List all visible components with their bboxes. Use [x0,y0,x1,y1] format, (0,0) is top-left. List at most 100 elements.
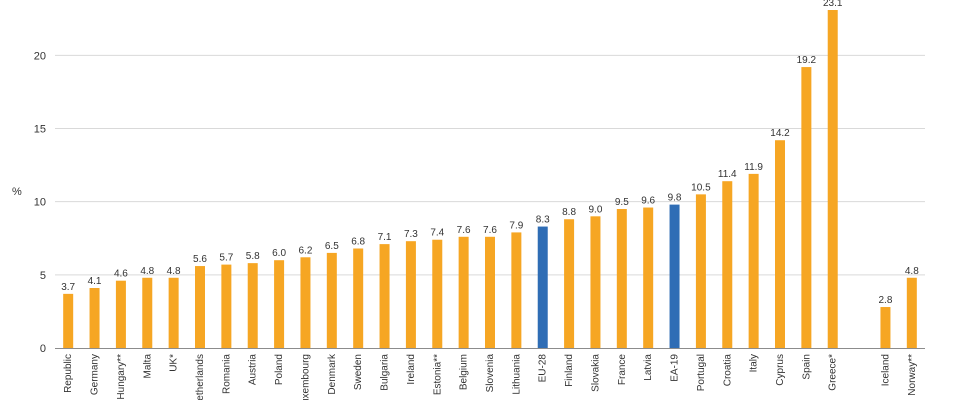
category-label: Norway** [907,354,918,396]
bar [458,236,469,348]
data-label: 3.7 [61,282,75,293]
category-label: UK* [169,354,180,372]
data-label: 9.5 [615,197,629,208]
category-label: Netherlands [195,354,206,400]
data-label: 7.6 [483,225,497,236]
category-labels: Republic Germany Hungary** Malta UK* Netherla… [63,353,918,400]
bar [300,257,311,348]
data-label: 9.8 [668,193,682,204]
y-tick-label: 20 [34,50,46,62]
category-label: Ireland [406,354,417,385]
y-axis-label: % [12,186,22,198]
category-label: Iceland [880,354,891,386]
category-label: Greece* [828,354,839,391]
data-label: 7.9 [509,220,523,231]
y-axis-ticks: 0 5 10 15 20 [34,50,46,355]
bar [168,277,179,348]
bar [63,293,74,348]
bar [775,140,785,348]
bar [142,277,153,348]
category-label: Luxembourg [300,354,311,400]
bar [485,236,495,348]
data-label: 11.9 [744,162,763,173]
data-label: 9.6 [641,196,655,207]
data-label: 4.6 [114,269,128,280]
category-label: Latvia [643,354,654,381]
data-label: 2.8 [879,295,893,306]
data-label: 6.8 [351,237,365,248]
category-label: Finland [564,354,575,387]
category-label: Croatia [722,354,733,387]
category-label: EU-28 [538,354,549,383]
data-label: 19.2 [797,55,817,66]
bar [880,307,891,348]
category-label: Republic [63,354,74,393]
category-label: Belgium [459,354,470,390]
data-label: 4.8 [167,266,181,277]
category-label: Romania [221,354,232,394]
data-label: 9.0 [589,204,603,215]
data-labels: 3.7 4.1 4.6 4.8 4.8 5.6 5.7 5.8 6.0 6.2 6.5 6.8 7.1 7… [61,0,919,306]
bar [247,263,258,348]
category-label: Denmark [327,353,338,395]
y-tick-label: 15 [34,124,46,136]
category-label: Slovenia [485,354,496,393]
bar [537,226,548,348]
bar [274,260,285,348]
data-label: 6.5 [325,241,339,252]
category-label: Estonia** [432,354,443,395]
bar [405,241,416,348]
category-label: Cyprus [775,354,786,386]
bar [511,232,522,348]
data-label: 23.1 [823,0,843,9]
data-label: 6.0 [272,248,286,259]
bar [195,266,205,348]
category-label: Portugal [696,354,707,391]
bar [326,252,337,348]
y-tick-label: 5 [40,270,46,282]
data-label: 5.6 [193,254,207,265]
bar [827,10,838,348]
category-label: Austria [248,354,259,386]
bar [695,194,706,348]
data-label: 7.4 [430,228,444,239]
bar [722,181,733,348]
category-label: EA-19 [670,354,681,382]
data-label: 4.1 [88,276,102,287]
bar [432,239,443,348]
bar [353,248,364,348]
data-label: 4.8 [140,266,154,277]
category-label: Malta [142,354,153,379]
data-label: 8.3 [536,215,550,226]
bar [590,216,601,348]
data-label: 5.8 [246,251,260,262]
bar [616,208,627,348]
data-label: 8.8 [562,207,576,218]
bar [643,207,654,348]
data-label: 7.1 [378,232,392,243]
data-label: 11.4 [718,169,737,180]
category-label: Italy [749,354,760,372]
category-label: France [617,354,628,386]
bar [221,264,232,348]
data-label: 4.8 [905,266,919,277]
category-label: Poland [274,354,285,385]
bar [669,204,680,348]
category-label: Hungary** [116,354,127,400]
data-label: 10.5 [691,182,711,193]
y-tick-label: 0 [40,343,46,355]
y-tick-label: 10 [34,197,46,209]
category-label: Slovakia [590,354,601,392]
bars [63,10,917,348]
data-label: 6.2 [299,245,313,256]
category-label: Spain [801,354,812,380]
bar [801,67,812,348]
bar [379,244,390,348]
data-label: 5.7 [219,253,233,264]
data-label: 14.2 [770,128,790,139]
bar [564,219,575,348]
data-label: 7.6 [457,225,471,236]
bar [748,173,759,348]
bar [89,288,100,348]
